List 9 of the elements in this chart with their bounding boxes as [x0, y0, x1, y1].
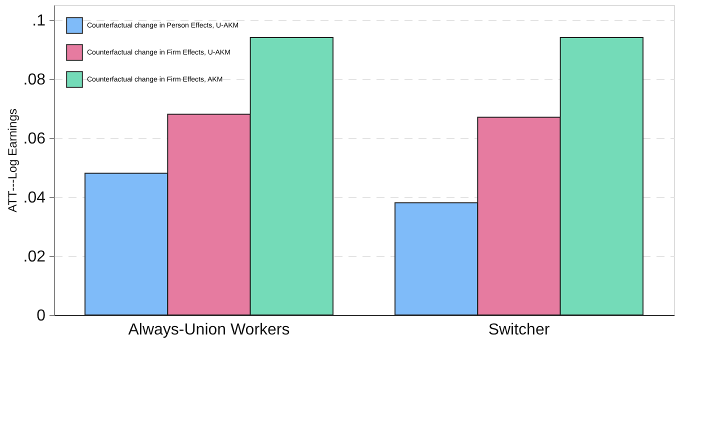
y-tick-label: .06: [23, 130, 46, 148]
y-tick-label: .02: [23, 248, 46, 266]
y-tick-label: 0: [36, 308, 46, 324]
y-axis-title: ATT---Log Earnings: [5, 108, 20, 212]
x-tick-label: Always-Union Workers: [128, 322, 290, 338]
y-tick-label: .08: [23, 71, 46, 88]
y-tick-label: .04: [23, 189, 46, 206]
x-tick-label: Switcher: [488, 322, 550, 338]
y-tick-label: .1: [32, 12, 46, 30]
